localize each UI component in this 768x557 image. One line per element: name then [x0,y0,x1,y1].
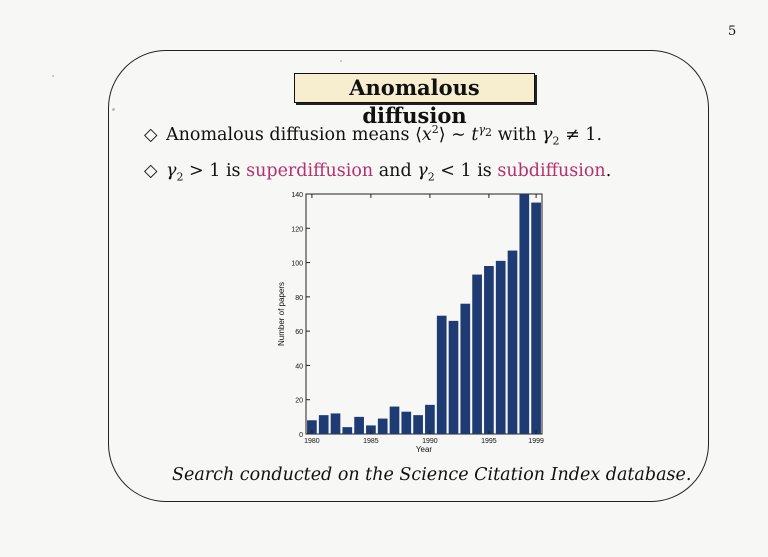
slide-title: Anomalous diffusion [349,75,480,128]
bar [413,415,423,434]
bar [484,266,494,434]
bullet-super-sub-diffusion: ◇ γ2 > 1 is superdiffusion and γ2 < 1 is … [144,161,611,184]
bullet-text: < 1 is [434,161,498,181]
subdiffusion-term: subdiffusion [497,161,606,181]
bar [401,411,412,434]
slide-title-box: Anomalous diffusion [294,73,535,128]
math-gamma: γ [478,123,486,136]
bullet-text: and [373,161,418,181]
bar [330,413,341,434]
bar [531,202,541,434]
bar [495,260,506,434]
scan-speck [52,75,54,77]
bar [342,427,353,434]
math-subscript: 2 [485,126,493,140]
x-tick-label: 1985 [363,438,379,445]
plot-frame [305,193,543,435]
math-x: x [421,124,432,145]
bar [377,418,388,434]
math-subscript: 2 [427,170,435,184]
x-tick-label: 1990 [422,438,438,445]
y-tick-label: 120 [291,226,303,233]
math-exponent: 2 [431,123,439,136]
math-gamma: γ [166,161,177,181]
papers-per-year-bar-chart: 0 20 40 60 80 100 120 140 1980 1985 1990 1995 1999 Ye… [277,192,544,454]
math-t: t [471,124,479,145]
y-tick-label: 0 [299,432,303,439]
bar [425,404,435,434]
x-tick-label: 1980 [304,438,320,445]
bullet-text: ≠ 1. [559,124,603,145]
bullet-text: Anomalous diffusion means ⟨ [166,124,422,145]
y-tick-label: 140 [291,192,303,199]
math-subscript: 2 [176,170,184,184]
bar [519,194,530,434]
bar [389,406,400,434]
bullet-text: > 1 is [183,161,247,181]
x-axis-label: Year [416,445,433,454]
y-tick-label: 100 [291,261,303,268]
math-gamma: γ [542,124,553,145]
y-tick-label: 20 [295,398,303,405]
diamond-bullet-icon: ◇ [144,161,158,181]
y-axis-label: Number of papers [277,282,286,346]
scan-speck [340,60,342,62]
bar [436,315,447,434]
math-subscript: 2 [552,134,560,148]
slide-frame [108,50,709,502]
y-tick-label: 40 [295,363,303,370]
bar [354,416,364,434]
scan-speck [112,108,115,111]
math-gamma: γ [417,161,428,181]
caption: Search conducted on the Science Citation… [172,465,692,485]
x-tick-label: 1999 [528,438,544,445]
bullet-text: ⟩ ∼ [438,124,472,145]
superdiffusion-term: superdiffusion [246,161,374,181]
page-number: 5 [728,24,737,39]
bullet-text: with [492,124,543,145]
bar [460,303,471,434]
bar [307,420,317,434]
y-tick-label: 80 [295,295,303,302]
x-tick-label: 1995 [481,438,497,445]
bar [448,320,459,434]
y-tick-label: 60 [295,329,303,336]
bar [507,250,518,434]
bar [318,415,329,434]
bar [472,274,482,434]
bullet-anomalous-definition: ◇ Anomalous diffusion means ⟨x2⟩ ∼ tγ2 wi… [144,123,602,147]
bullet-text: . [605,161,612,181]
diamond-bullet-icon: ◇ [144,124,158,145]
bar [366,425,376,434]
